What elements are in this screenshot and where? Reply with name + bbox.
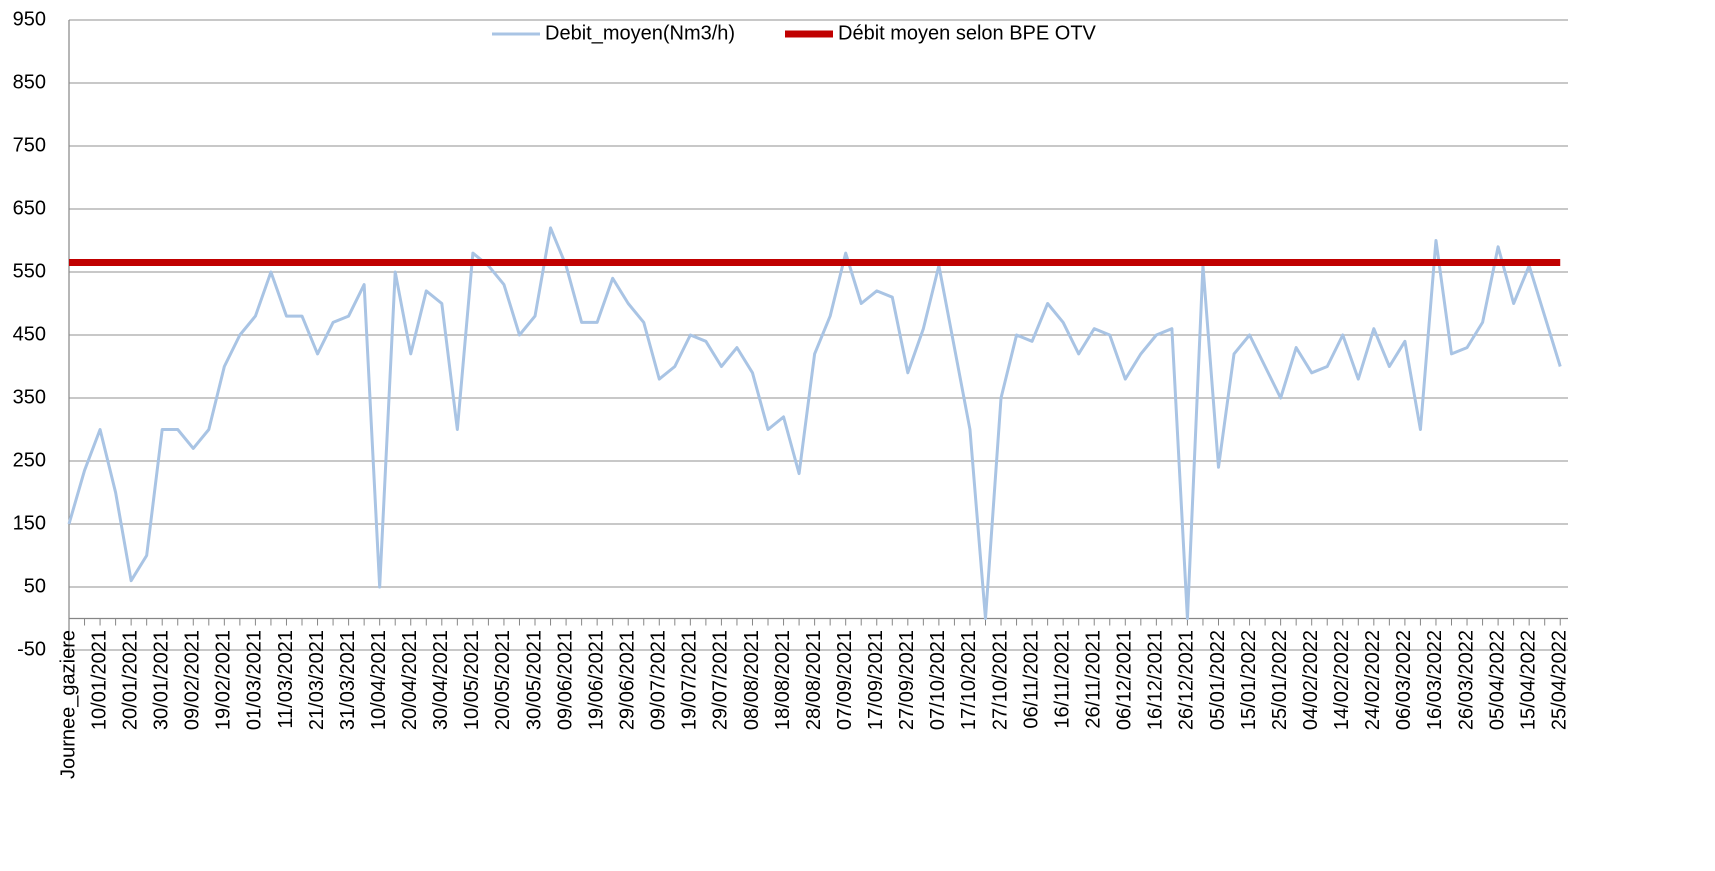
y-tick-label: 50 <box>24 575 46 597</box>
y-tick-label: 150 <box>13 512 46 534</box>
x-tick-label: 30/05/2021 <box>523 630 545 730</box>
x-tick-label: 04/02/2022 <box>1300 630 1322 730</box>
x-tick-label: 30/04/2021 <box>430 630 452 730</box>
x-tick-label: 16/11/2021 <box>1051 630 1073 729</box>
x-tick-label: 01/03/2021 <box>244 630 266 730</box>
x-tick-label: 25/04/2022 <box>1549 630 1571 730</box>
x-tick-label: 07/10/2021 <box>927 630 949 730</box>
x-tick-label: 26/03/2022 <box>1455 630 1477 730</box>
y-tick-label: -50 <box>17 638 46 660</box>
x-tick-label: 06/03/2022 <box>1393 630 1415 730</box>
x-tick-label: 11/03/2021 <box>275 630 297 729</box>
x-tick-label: 17/10/2021 <box>958 630 980 730</box>
x-tick-label: 28/08/2021 <box>803 630 825 730</box>
x-tick-label: 25/01/2022 <box>1269 630 1291 730</box>
y-tick-label: 350 <box>13 386 46 408</box>
x-tick-label: 27/09/2021 <box>896 630 918 730</box>
x-tick-label: 09/07/2021 <box>648 630 670 730</box>
x-tick-label: 27/10/2021 <box>989 630 1011 730</box>
legend-label: Debit_moyen(Nm3/h) <box>545 22 735 44</box>
x-tick-label: 16/12/2021 <box>1145 630 1167 730</box>
x-tick-label: 31/03/2021 <box>337 630 359 730</box>
y-tick-label: 550 <box>13 260 46 282</box>
x-tick-label: 10/05/2021 <box>461 630 483 730</box>
y-tick-label: 750 <box>13 134 46 156</box>
x-tick-label: 06/11/2021 <box>1020 630 1042 729</box>
x-tick-label: 15/04/2022 <box>1517 630 1539 730</box>
x-tick-label: 05/01/2022 <box>1207 630 1229 730</box>
x-tick-label: 21/03/2021 <box>306 630 328 730</box>
x-tick-label: 20/05/2021 <box>492 630 514 730</box>
x-tick-label: 09/02/2021 <box>182 630 204 730</box>
x-tick-label: 09/06/2021 <box>554 630 576 730</box>
x-tick-label: 10/01/2021 <box>88 630 110 730</box>
x-tick-label: 06/12/2021 <box>1114 630 1136 730</box>
x-tick-label: 29/06/2021 <box>616 630 638 730</box>
x-tick-label: 30/01/2021 <box>150 630 172 730</box>
x-tick-label: 14/02/2022 <box>1331 630 1353 730</box>
x-tick-label: 20/01/2021 <box>119 630 141 730</box>
x-tick-label: 07/09/2021 <box>834 630 856 730</box>
x-tick-label: 24/02/2022 <box>1362 630 1384 730</box>
x-tick-label: 16/03/2022 <box>1424 630 1446 730</box>
y-tick-label: 250 <box>13 449 46 471</box>
legend-label: Débit moyen selon BPE OTV <box>838 22 1097 44</box>
y-tick-label: 850 <box>13 71 46 93</box>
x-tick-label: Journee_gaziere <box>57 630 79 779</box>
x-tick-label: 17/09/2021 <box>865 630 887 730</box>
y-tick-label: 950 <box>13 8 46 30</box>
x-tick-label: 05/04/2022 <box>1486 630 1508 730</box>
x-tick-label: 19/07/2021 <box>679 630 701 730</box>
x-tick-label: 26/12/2021 <box>1176 630 1198 730</box>
x-tick-label: 20/04/2021 <box>399 630 421 730</box>
y-tick-label: 650 <box>13 197 46 219</box>
x-tick-label: 26/11/2021 <box>1083 630 1105 729</box>
x-tick-label: 19/06/2021 <box>585 630 607 730</box>
x-tick-label: 15/01/2022 <box>1238 630 1260 730</box>
x-tick-label: 10/04/2021 <box>368 630 390 730</box>
x-tick-label: 08/08/2021 <box>741 630 763 730</box>
x-tick-label: 18/08/2021 <box>772 630 794 730</box>
series-line <box>67 226 1562 620</box>
x-tick-label: 29/07/2021 <box>710 630 732 730</box>
x-tick-label: 19/02/2021 <box>213 630 235 730</box>
y-tick-label: 450 <box>13 323 46 345</box>
